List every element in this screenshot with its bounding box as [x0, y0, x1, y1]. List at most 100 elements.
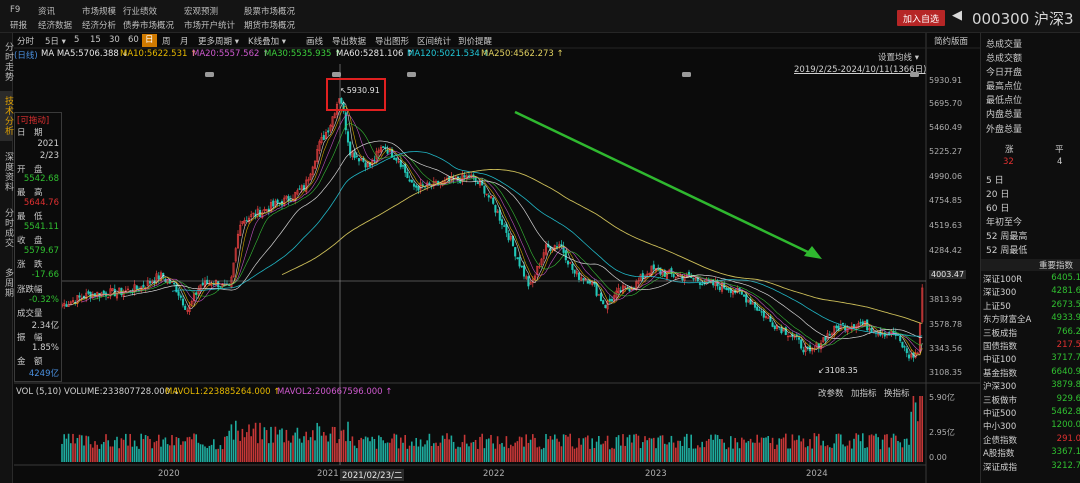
volume-bar: [488, 438, 490, 462]
period-intraday[interactable]: 分时: [17, 37, 35, 47]
export-chart-button[interactable]: 导出图形: [375, 37, 410, 47]
volume-bar: [63, 434, 65, 462]
tab-intraday[interactable]: 分时走势: [3, 42, 13, 82]
volume-bar: [219, 445, 222, 462]
period-15min[interactable]: 15: [90, 35, 101, 45]
tab-intraday-trades[interactable]: 分时成交: [3, 208, 13, 248]
volume-bar: [831, 447, 833, 462]
menu-item-market-size[interactable]: 市场规模: [82, 7, 117, 17]
tab-multi-period[interactable]: 多周期: [3, 268, 13, 298]
index-value: 3367.1: [1051, 447, 1080, 458]
volume-bar: [670, 435, 673, 462]
candle-body: [173, 282, 176, 285]
y-axis-label: 5695.70: [929, 99, 963, 108]
info-close-value: 5579.67: [23, 246, 59, 256]
simple-layout-button[interactable]: 简约版面: [934, 37, 969, 47]
info-change-label: 涨 跌: [17, 260, 43, 270]
volume-bar: [301, 442, 303, 462]
index-row[interactable]: 深证成指 3212.7: [981, 461, 1080, 474]
volume-bar: [118, 448, 120, 462]
volume-bar: [375, 448, 378, 462]
add-indicator-button[interactable]: 加指标: [851, 389, 877, 399]
period-week[interactable]: 周: [162, 37, 171, 47]
candle-body: [483, 185, 486, 194]
add-to-watchlist-button[interactable]: 加入自选: [897, 10, 945, 26]
period-5day[interactable]: 5日 ▾: [45, 37, 66, 47]
ma-settings-button[interactable]: 设置均线 ▾: [878, 53, 919, 63]
candle-body: [833, 325, 836, 335]
index-row[interactable]: 沪深300 3879.8: [981, 380, 1080, 393]
period-52w-high: 52 周最高: [986, 232, 1028, 242]
back-arrow-icon[interactable]: ◀: [952, 8, 962, 23]
volume-bar: [232, 439, 235, 462]
menu-item-research[interactable]: 研报: [10, 21, 28, 31]
kline-overlay-dropdown[interactable]: K线叠加 ▾: [248, 37, 287, 47]
index-row[interactable]: 中小300 1200.0: [981, 420, 1080, 433]
volume-bar: [714, 434, 717, 462]
index-row[interactable]: 企债指数 291.0: [981, 434, 1080, 447]
candle-body: [243, 219, 246, 224]
index-row[interactable]: 中证100 3717.7: [981, 353, 1080, 366]
index-row[interactable]: A股指数 3367.1: [981, 447, 1080, 460]
crosshair-price-label: 4003.47: [929, 270, 967, 279]
volume-bar: [116, 436, 118, 462]
index-row[interactable]: 深证100R 6405.1: [981, 273, 1080, 286]
period-60min[interactable]: 60: [128, 35, 139, 45]
menu-item-news[interactable]: 资讯: [38, 7, 56, 17]
volume-bar: [756, 434, 758, 462]
volume-bar: [173, 445, 175, 462]
switch-indicator-button[interactable]: 换指标: [884, 389, 910, 399]
index-name: 基金指数: [983, 368, 1018, 379]
volume-bar: [842, 444, 844, 462]
volume-bar: [774, 449, 776, 462]
tab-in-depth-data[interactable]: 深度资料: [3, 152, 13, 192]
index-row[interactable]: 基金指数 6640.9: [981, 367, 1080, 380]
menu-item-f9[interactable]: F9: [10, 5, 21, 15]
candle-body: [687, 271, 691, 276]
menu-item-bond-market[interactable]: 债券市场概况: [123, 21, 175, 31]
volume-bar: [125, 433, 127, 462]
menu-item-econ-data[interactable]: 经济数据: [38, 21, 73, 31]
index-row[interactable]: 上证50 2673.5: [981, 300, 1080, 313]
index-row[interactable]: 国债指数 217.5: [981, 340, 1080, 353]
volume-bar: [292, 435, 294, 462]
candle-body: [720, 282, 724, 292]
draw-line-button[interactable]: 画线: [306, 37, 324, 47]
candle-info-panel[interactable]: [可拖动] 日 期 2021 2/23 开 盘 5542.68 最 高 5644…: [14, 112, 62, 382]
edit-params-button[interactable]: 改参数: [818, 389, 844, 399]
candle-body: [516, 257, 519, 259]
volume-bar: [857, 434, 860, 462]
period-day[interactable]: 日: [142, 34, 157, 47]
menu-item-industry[interactable]: 行业绩效: [123, 7, 158, 17]
volume-bar: [184, 441, 186, 462]
candle-body: [146, 280, 149, 287]
index-row[interactable]: 深证300 4281.6: [981, 286, 1080, 299]
export-data-button[interactable]: 导出数据: [332, 37, 367, 47]
tab-technical-analysis[interactable]: 技术分析: [0, 91, 13, 141]
volume-bar: [96, 444, 98, 462]
more-periods-dropdown[interactable]: 更多周期 ▾: [198, 37, 239, 47]
low-price-label: ↙3108.35: [818, 366, 858, 375]
menu-item-macro[interactable]: 宏观预测: [184, 7, 219, 17]
candle-body: [410, 179, 413, 183]
period-month[interactable]: 月: [180, 37, 189, 47]
volume-bar: [391, 438, 393, 462]
menu-item-account-stats[interactable]: 市场开户统计: [184, 21, 236, 31]
menu-item-econ-analysis[interactable]: 经济分析: [82, 21, 117, 31]
index-row[interactable]: 东方财富全A 4933.9: [981, 313, 1080, 326]
index-row[interactable]: 中证500 5462.8: [981, 407, 1080, 420]
period-5min[interactable]: 5: [74, 35, 80, 45]
price-alert-button[interactable]: 到价提醒: [458, 37, 493, 47]
candle-body: [151, 281, 154, 283]
index-row[interactable]: 三板成指 766.2: [981, 327, 1080, 340]
menu-item-futures-market[interactable]: 期货市场概况: [244, 21, 296, 31]
volume-bar: [358, 439, 360, 462]
info-change-value: -17.66: [31, 270, 59, 280]
volume-bar: [426, 440, 428, 462]
menu-item-stock-market[interactable]: 股票市场概况: [244, 7, 296, 17]
candle-body: [560, 244, 563, 247]
range-stats-button[interactable]: 区间统计: [417, 37, 452, 47]
index-row[interactable]: 三板做市 929.6: [981, 394, 1080, 407]
period-30min[interactable]: 30: [109, 35, 120, 45]
